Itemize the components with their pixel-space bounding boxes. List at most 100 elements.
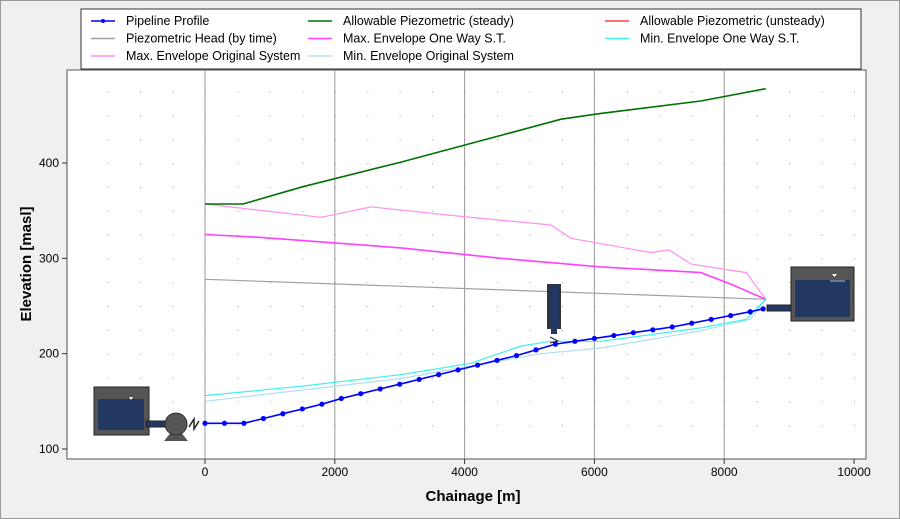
grid-dot: [432, 353, 434, 355]
grid-dot: [854, 139, 855, 141]
legend-label: Max. Envelope One Way S.T.: [343, 32, 506, 46]
grid-dot: [399, 163, 401, 165]
grid-dot: [432, 210, 434, 212]
grid-dot: [821, 139, 823, 141]
grid-dot: [789, 91, 791, 93]
grid-dot: [854, 234, 855, 236]
grid-dot: [432, 306, 434, 308]
series-line-0: [205, 308, 764, 425]
grid-dot: [497, 115, 499, 117]
grid-dot: [529, 91, 531, 93]
grid-dot: [561, 163, 563, 165]
grid-dot: [756, 282, 758, 284]
grid-dot: [529, 425, 531, 427]
grid-dot: [172, 163, 174, 165]
grid-dot: [691, 91, 693, 93]
grid-dot: [561, 306, 563, 308]
grid-dot: [367, 401, 369, 403]
grid-dot: [756, 234, 758, 236]
grid-dot: [269, 91, 271, 93]
grid-dot: [140, 306, 142, 308]
grid-dot: [302, 163, 304, 165]
grid-dot: [756, 91, 758, 93]
grid-dot: [107, 377, 109, 379]
grid-dot: [691, 282, 693, 284]
grid-dot: [432, 115, 434, 117]
grid-dot: [691, 401, 693, 403]
x-tick-label: 6000: [581, 465, 608, 479]
grid-dot: [691, 377, 693, 379]
legend-marker: [101, 19, 105, 23]
grid-dot: [140, 329, 142, 331]
grid-dot: [659, 329, 661, 331]
grid-dot: [561, 353, 563, 355]
series-line-3: [204, 278, 766, 300]
grid-dot: [269, 139, 271, 141]
grid-dot: [367, 353, 369, 355]
pipeline-point: [708, 316, 714, 322]
y-tick-label: 200: [39, 347, 59, 361]
grid-dot: [237, 306, 239, 308]
grid-dot: [269, 234, 271, 236]
grid-dot: [302, 115, 304, 117]
grid-dot: [302, 258, 304, 260]
x-axis-label: Chainage [m]: [425, 488, 520, 505]
grid-dot: [691, 115, 693, 117]
grid-dot: [237, 210, 239, 212]
grid-dot: [302, 234, 304, 236]
grid-dot: [367, 115, 369, 117]
grid-dot: [626, 115, 628, 117]
grid-dot: [140, 234, 142, 236]
grid-dot: [529, 282, 531, 284]
grid-dot: [432, 163, 434, 165]
grid-dot: [659, 258, 661, 260]
legend-label: Max. Envelope Original System: [126, 49, 300, 63]
grid-dot: [399, 282, 401, 284]
grid-dot: [561, 139, 563, 141]
grid-dot: [302, 210, 304, 212]
grid-dot: [756, 115, 758, 117]
grid-dot: [756, 425, 758, 427]
pipeline-point: [533, 347, 539, 353]
grid-dot: [172, 234, 174, 236]
grid-dot: [789, 234, 791, 236]
grid-dot: [399, 91, 401, 93]
pipeline-point: [436, 372, 442, 378]
grid-dot: [561, 234, 563, 236]
grid-dot: [529, 329, 531, 331]
grid-dot: [432, 234, 434, 236]
grid-dot: [756, 329, 758, 331]
series-line-1: [205, 87, 766, 205]
grid-dot: [269, 258, 271, 260]
grid-dot: [529, 401, 531, 403]
grid-dot: [107, 353, 109, 355]
grid-dot: [140, 115, 142, 117]
y-tick-label: 300: [39, 251, 59, 265]
grid-dot: [561, 377, 563, 379]
grid-dot: [691, 234, 693, 236]
legend: [80, 8, 862, 70]
grid-dot: [626, 210, 628, 212]
pipeline-point: [591, 335, 598, 342]
grid-dot: [529, 234, 531, 236]
grid-dot: [626, 163, 628, 165]
grid-dot: [237, 163, 239, 165]
grid-dot: [269, 306, 271, 308]
grid-dot: [302, 377, 304, 379]
grid-dot: [497, 329, 499, 331]
grid-dot: [854, 186, 855, 188]
grid-dot: [821, 401, 823, 403]
grid-dot: [497, 210, 499, 212]
pipeline-point: [202, 420, 208, 426]
grid-dot: [399, 401, 401, 403]
grid-dot: [172, 115, 174, 117]
x-tick-label: 8000: [711, 465, 738, 479]
grid-dot: [497, 282, 499, 284]
grid-dot: [107, 306, 109, 308]
grid-dot: [399, 234, 401, 236]
grid-dot: [659, 186, 661, 188]
y-tick-label: 100: [39, 442, 59, 456]
x-tick-label: 4000: [451, 465, 478, 479]
grid-dot: [854, 163, 855, 165]
grid-dot: [561, 210, 563, 212]
